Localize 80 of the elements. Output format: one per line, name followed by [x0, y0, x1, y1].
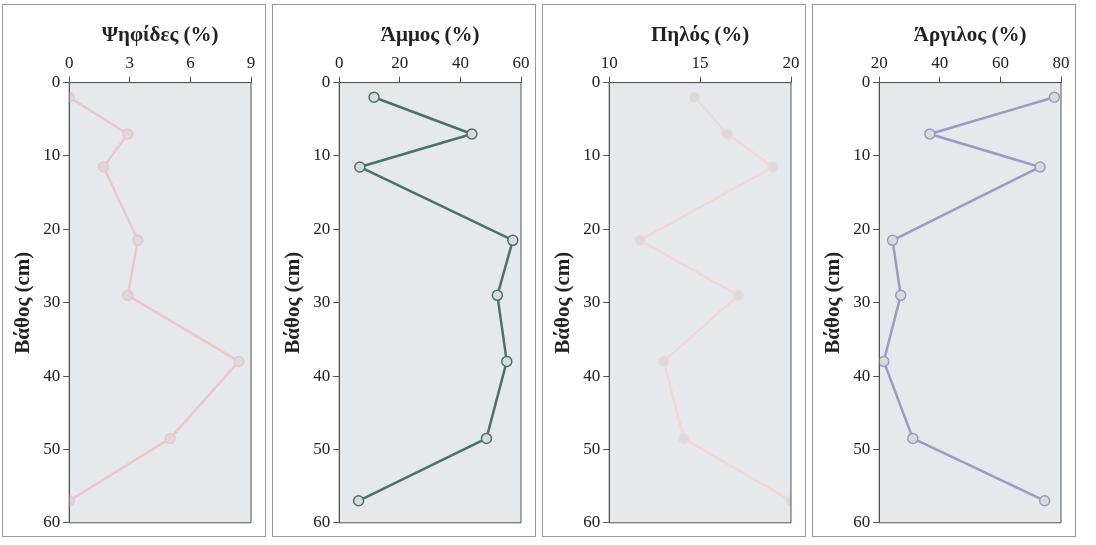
y-axis-title: Βάθος (cm) [10, 251, 35, 354]
point [688, 91, 701, 104]
x-tick-label: 20 [870, 52, 888, 72]
x-tick-label: 10 [600, 52, 618, 72]
point [466, 128, 478, 140]
y-axis-title: Βάθος (cm) [280, 251, 305, 354]
point [894, 289, 907, 302]
point [732, 289, 745, 302]
point [368, 91, 380, 104]
y-tick-label: 10 [43, 145, 61, 165]
y-tick-label: 50 [583, 438, 601, 458]
point [501, 355, 513, 368]
x-axis-title: Άργιλος (%) [913, 22, 1027, 47]
point [480, 432, 493, 445]
point [879, 355, 890, 368]
y-axis-title: Βάθος (cm) [550, 251, 575, 354]
x-axis-title: Ψηφίδες (%) [101, 22, 219, 47]
y-tick-label: 60 [853, 512, 871, 532]
point [97, 161, 110, 173]
x-tick-label: 40 [451, 52, 469, 72]
point [767, 161, 779, 173]
x-axis-title: Πηλός (%) [651, 22, 750, 47]
point [352, 495, 365, 507]
y-tick-label: 10 [853, 145, 871, 165]
x-tick-label: 60 [991, 52, 1009, 72]
y-tick-label: 50 [313, 438, 331, 458]
y-tick-label: 60 [583, 512, 601, 532]
point [1038, 495, 1051, 507]
y-tick-label: 60 [43, 512, 61, 532]
x-tick-label: 20 [391, 52, 409, 72]
point [1048, 91, 1061, 104]
y-tick-label: 0 [51, 72, 61, 92]
point [1034, 161, 1046, 173]
point [507, 234, 519, 247]
y-tick-label: 10 [313, 145, 331, 165]
x-tick-label: 80 [1052, 52, 1070, 72]
y-tick-label: 30 [853, 292, 871, 312]
y-tick-label: 30 [583, 292, 601, 312]
point [491, 289, 504, 302]
x-tick-label: 40 [931, 52, 949, 72]
x-tick-label: 20 [782, 52, 800, 72]
y-axis-title: Βάθος (cm) [820, 251, 845, 354]
point [354, 161, 366, 173]
x-tick-label: 9 [246, 52, 256, 72]
y-tick-label: 0 [591, 72, 601, 92]
point [132, 234, 144, 247]
y-tick-label: 20 [583, 218, 601, 238]
y-tick-label: 50 [853, 438, 871, 458]
point [907, 432, 919, 445]
point [122, 289, 134, 302]
y-tick-label: 20 [313, 218, 331, 238]
x-tick-label: 6 [186, 52, 195, 72]
y-tick-label: 20 [853, 218, 871, 238]
y-tick-label: 10 [583, 145, 601, 165]
y-tick-label: 40 [853, 365, 871, 385]
point [677, 432, 690, 445]
y-tick-label: 60 [313, 512, 331, 532]
y-tick-label: 40 [313, 365, 331, 385]
y-tick-label: 40 [583, 365, 601, 385]
x-tick-label: 15 [691, 52, 709, 72]
y-tick-label: 0 [321, 72, 331, 92]
x-tick-label: 60 [512, 52, 530, 72]
y-tick-label: 20 [43, 218, 61, 238]
point [657, 355, 670, 368]
y-tick-label: 30 [43, 292, 61, 312]
y-tick-label: 30 [313, 292, 331, 312]
point [233, 355, 245, 368]
x-tick-label: 0 [334, 52, 344, 72]
x-tick-label: 0 [64, 52, 74, 72]
point [634, 234, 646, 247]
y-tick-label: 50 [43, 438, 61, 458]
point [164, 432, 176, 445]
y-tick-label: 0 [861, 72, 871, 92]
x-axis-title: Άμμος (%) [380, 22, 480, 47]
x-tick-label: 3 [125, 52, 135, 72]
point [886, 234, 899, 247]
point [924, 128, 936, 140]
y-tick-label: 40 [43, 365, 61, 385]
point [721, 128, 734, 140]
point [122, 128, 134, 140]
